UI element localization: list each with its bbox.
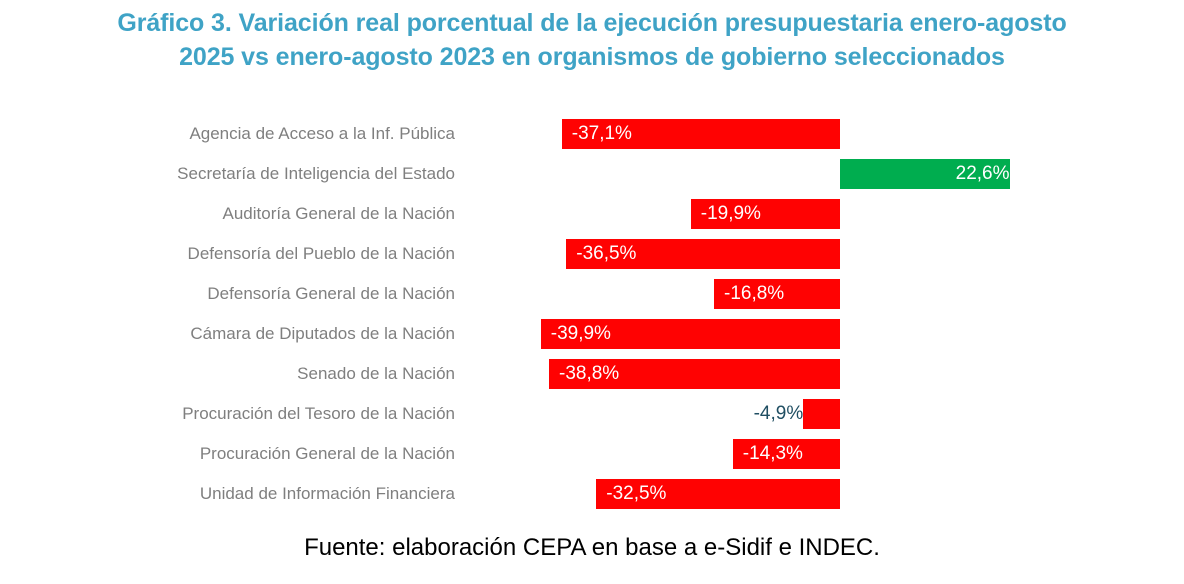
category-label: Agencia de Acceso a la Inf. Pública bbox=[189, 124, 455, 143]
bar-chart-plot-area: Agencia de Acceso a la Inf. Pública -37,1… bbox=[0, 108, 1184, 512]
category-label: Auditoría General de la Nación bbox=[222, 204, 455, 223]
bar-value-label: -4,9% bbox=[753, 403, 804, 424]
bar-value-label: -36,5% bbox=[576, 243, 637, 264]
chart-row: Agencia de Acceso a la Inf. Pública -37,1… bbox=[0, 114, 1184, 154]
chart-row: Unidad de Información Financiera -32,5% bbox=[0, 474, 1184, 514]
bar-value-label: -37,1% bbox=[571, 123, 632, 144]
bar-value-label: -19,9% bbox=[700, 203, 761, 224]
bar-negative[interactable] bbox=[566, 239, 840, 269]
bar-value-label: 22,6% bbox=[955, 163, 1010, 184]
bar-negative[interactable] bbox=[540, 319, 840, 349]
category-label: Defensoría del Pueblo de la Nación bbox=[187, 244, 455, 263]
bar-negative[interactable] bbox=[714, 279, 840, 309]
bar-value-label: -38,8% bbox=[559, 363, 620, 384]
chart-title-line-1: Gráfico 3. Variación real porcentual de … bbox=[117, 9, 1067, 37]
bar-negative[interactable] bbox=[690, 199, 840, 229]
category-label: Procuración del Tesoro de la Nación bbox=[182, 404, 455, 423]
chart-row: Procuración General de la Nación -14,3% bbox=[0, 434, 1184, 474]
category-label: Procuración General de la Nación bbox=[199, 444, 455, 463]
bar-value-label: -32,5% bbox=[606, 483, 667, 504]
chart-row: Procuración del Tesoro de la Nación -4,9% bbox=[0, 394, 1184, 434]
source-note: Fuente: elaboración CEPA en base a e-Sid… bbox=[304, 534, 880, 561]
bar-value-label: -16,8% bbox=[724, 283, 785, 304]
bar-negative[interactable] bbox=[803, 399, 840, 429]
bar-negative[interactable] bbox=[549, 359, 840, 389]
bar-value-label: -14,3% bbox=[742, 443, 803, 464]
chart-row: Defensoría del Pueblo de la Nación -36,5% bbox=[0, 234, 1184, 274]
bar-negative[interactable] bbox=[732, 439, 840, 469]
category-label: Unidad de Información Financiera bbox=[199, 484, 455, 503]
chart-row: Defensoría General de la Nación -16,8% bbox=[0, 274, 1184, 314]
bar-negative[interactable] bbox=[596, 479, 840, 509]
category-label: Defensoría General de la Nación bbox=[207, 284, 455, 303]
bar-positive[interactable] bbox=[840, 159, 1010, 189]
category-label: Cámara de Diputados de la Nación bbox=[190, 324, 455, 343]
category-label: Secretaría de Inteligencia del Estado bbox=[177, 164, 455, 183]
chart-row: Auditoría General de la Nación -19,9% bbox=[0, 194, 1184, 234]
chart-title-line-2: 2025 vs enero-agosto 2023 en organismos … bbox=[179, 43, 1005, 71]
bar-value-label: -39,9% bbox=[550, 323, 611, 344]
chart-title: Gráfico 3. Variación real porcentual de … bbox=[0, 6, 1184, 74]
bar-negative[interactable] bbox=[561, 119, 840, 149]
chart-row: Cámara de Diputados de la Nación -39,9% bbox=[0, 314, 1184, 354]
category-label: Senado de la Nación bbox=[297, 364, 455, 383]
chart-row: Senado de la Nación -38,8% bbox=[0, 354, 1184, 394]
chart-row: Secretaría de Inteligencia del Estado 22,… bbox=[0, 154, 1184, 194]
